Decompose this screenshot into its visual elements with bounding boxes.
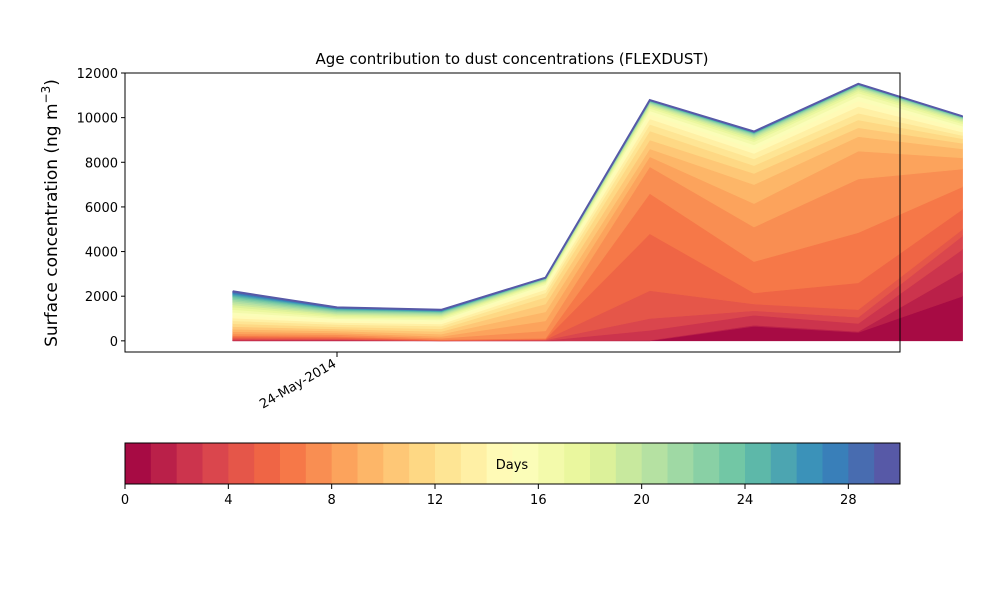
- y-tick-label: 4000: [85, 246, 118, 261]
- colorbar-band: [280, 443, 307, 484]
- y-tick-label: 8000: [85, 156, 118, 171]
- colorbar-band: [383, 443, 410, 484]
- colorbar-band: [745, 443, 772, 484]
- colorbar-tick-label: 4: [224, 493, 232, 508]
- colorbar-band: [615, 443, 643, 484]
- colorbar-band: [409, 443, 436, 484]
- colorbar-band: [512, 443, 539, 484]
- colorbar-tick-label: 12: [427, 493, 444, 508]
- colorbar-band: [693, 443, 720, 484]
- colorbar: [125, 443, 901, 484]
- colorbar-frame: [124, 442, 901, 485]
- colorbar-band: [564, 443, 591, 484]
- y-axis-label-superscript: −3: [39, 86, 53, 104]
- y-axis-label-close: ): [42, 79, 62, 86]
- colorbar-band: [590, 443, 617, 484]
- colorbar-band: [719, 443, 746, 484]
- colorbar-tick-label: 0: [121, 493, 129, 508]
- colorbar-band: [667, 443, 694, 484]
- y-axis: 0 2000 4000 6000 8000 10000 12000: [77, 67, 125, 350]
- y-tick-label: 0: [110, 335, 118, 350]
- colorbar-band: [150, 443, 178, 484]
- colorbar-tick-label: 24: [737, 493, 754, 508]
- colorbar-band: [331, 443, 358, 484]
- colorbar-band: [770, 443, 798, 484]
- plot-frame: [124, 72, 901, 353]
- colorbar-band: [822, 443, 849, 484]
- stacked-areas: [232, 82, 963, 342]
- colorbar-band: [848, 443, 875, 484]
- colorbar-band: [202, 443, 229, 484]
- y-tick-label: 12000: [77, 67, 118, 82]
- colorbar-tick-label: 16: [530, 493, 547, 508]
- y-tick-label: 10000: [77, 112, 118, 127]
- colorbar-band: [460, 443, 488, 484]
- colorbar-band: [486, 443, 513, 484]
- x-tick-label: 24-May-2014: [257, 356, 339, 412]
- colorbar-band: [538, 443, 565, 484]
- colorbar-band: [357, 443, 384, 484]
- colorbar-band: [796, 443, 823, 484]
- colorbar-band: [435, 443, 462, 484]
- colorbar-label: Days: [496, 458, 529, 473]
- y-tick-label: 6000: [85, 201, 118, 216]
- colorbar-band: [125, 443, 152, 484]
- colorbar-tick-label: 20: [633, 493, 650, 508]
- colorbar-tick-label: 8: [328, 493, 336, 508]
- colorbar-band: [641, 443, 668, 484]
- y-axis-label: Surface concentration (ng m−3): [39, 79, 62, 347]
- colorbar-band: [305, 443, 333, 484]
- chart-title: Age contribution to dust concentrations …: [316, 50, 709, 68]
- y-tick-label: 2000: [85, 290, 118, 305]
- colorbar-band: [874, 443, 901, 484]
- colorbar-tick-label: 28: [840, 493, 857, 508]
- y-axis-label-main: Surface concentration (ng m: [42, 103, 62, 346]
- total-outline: [232, 82, 963, 311]
- colorbar-band: [254, 443, 281, 484]
- x-axis: 24-May-2014: [257, 352, 339, 412]
- colorbar-band: [228, 443, 255, 484]
- colorbar-ticks: 0 4 8 12 16 20 24 28: [121, 484, 857, 508]
- colorbar-band: [176, 443, 203, 484]
